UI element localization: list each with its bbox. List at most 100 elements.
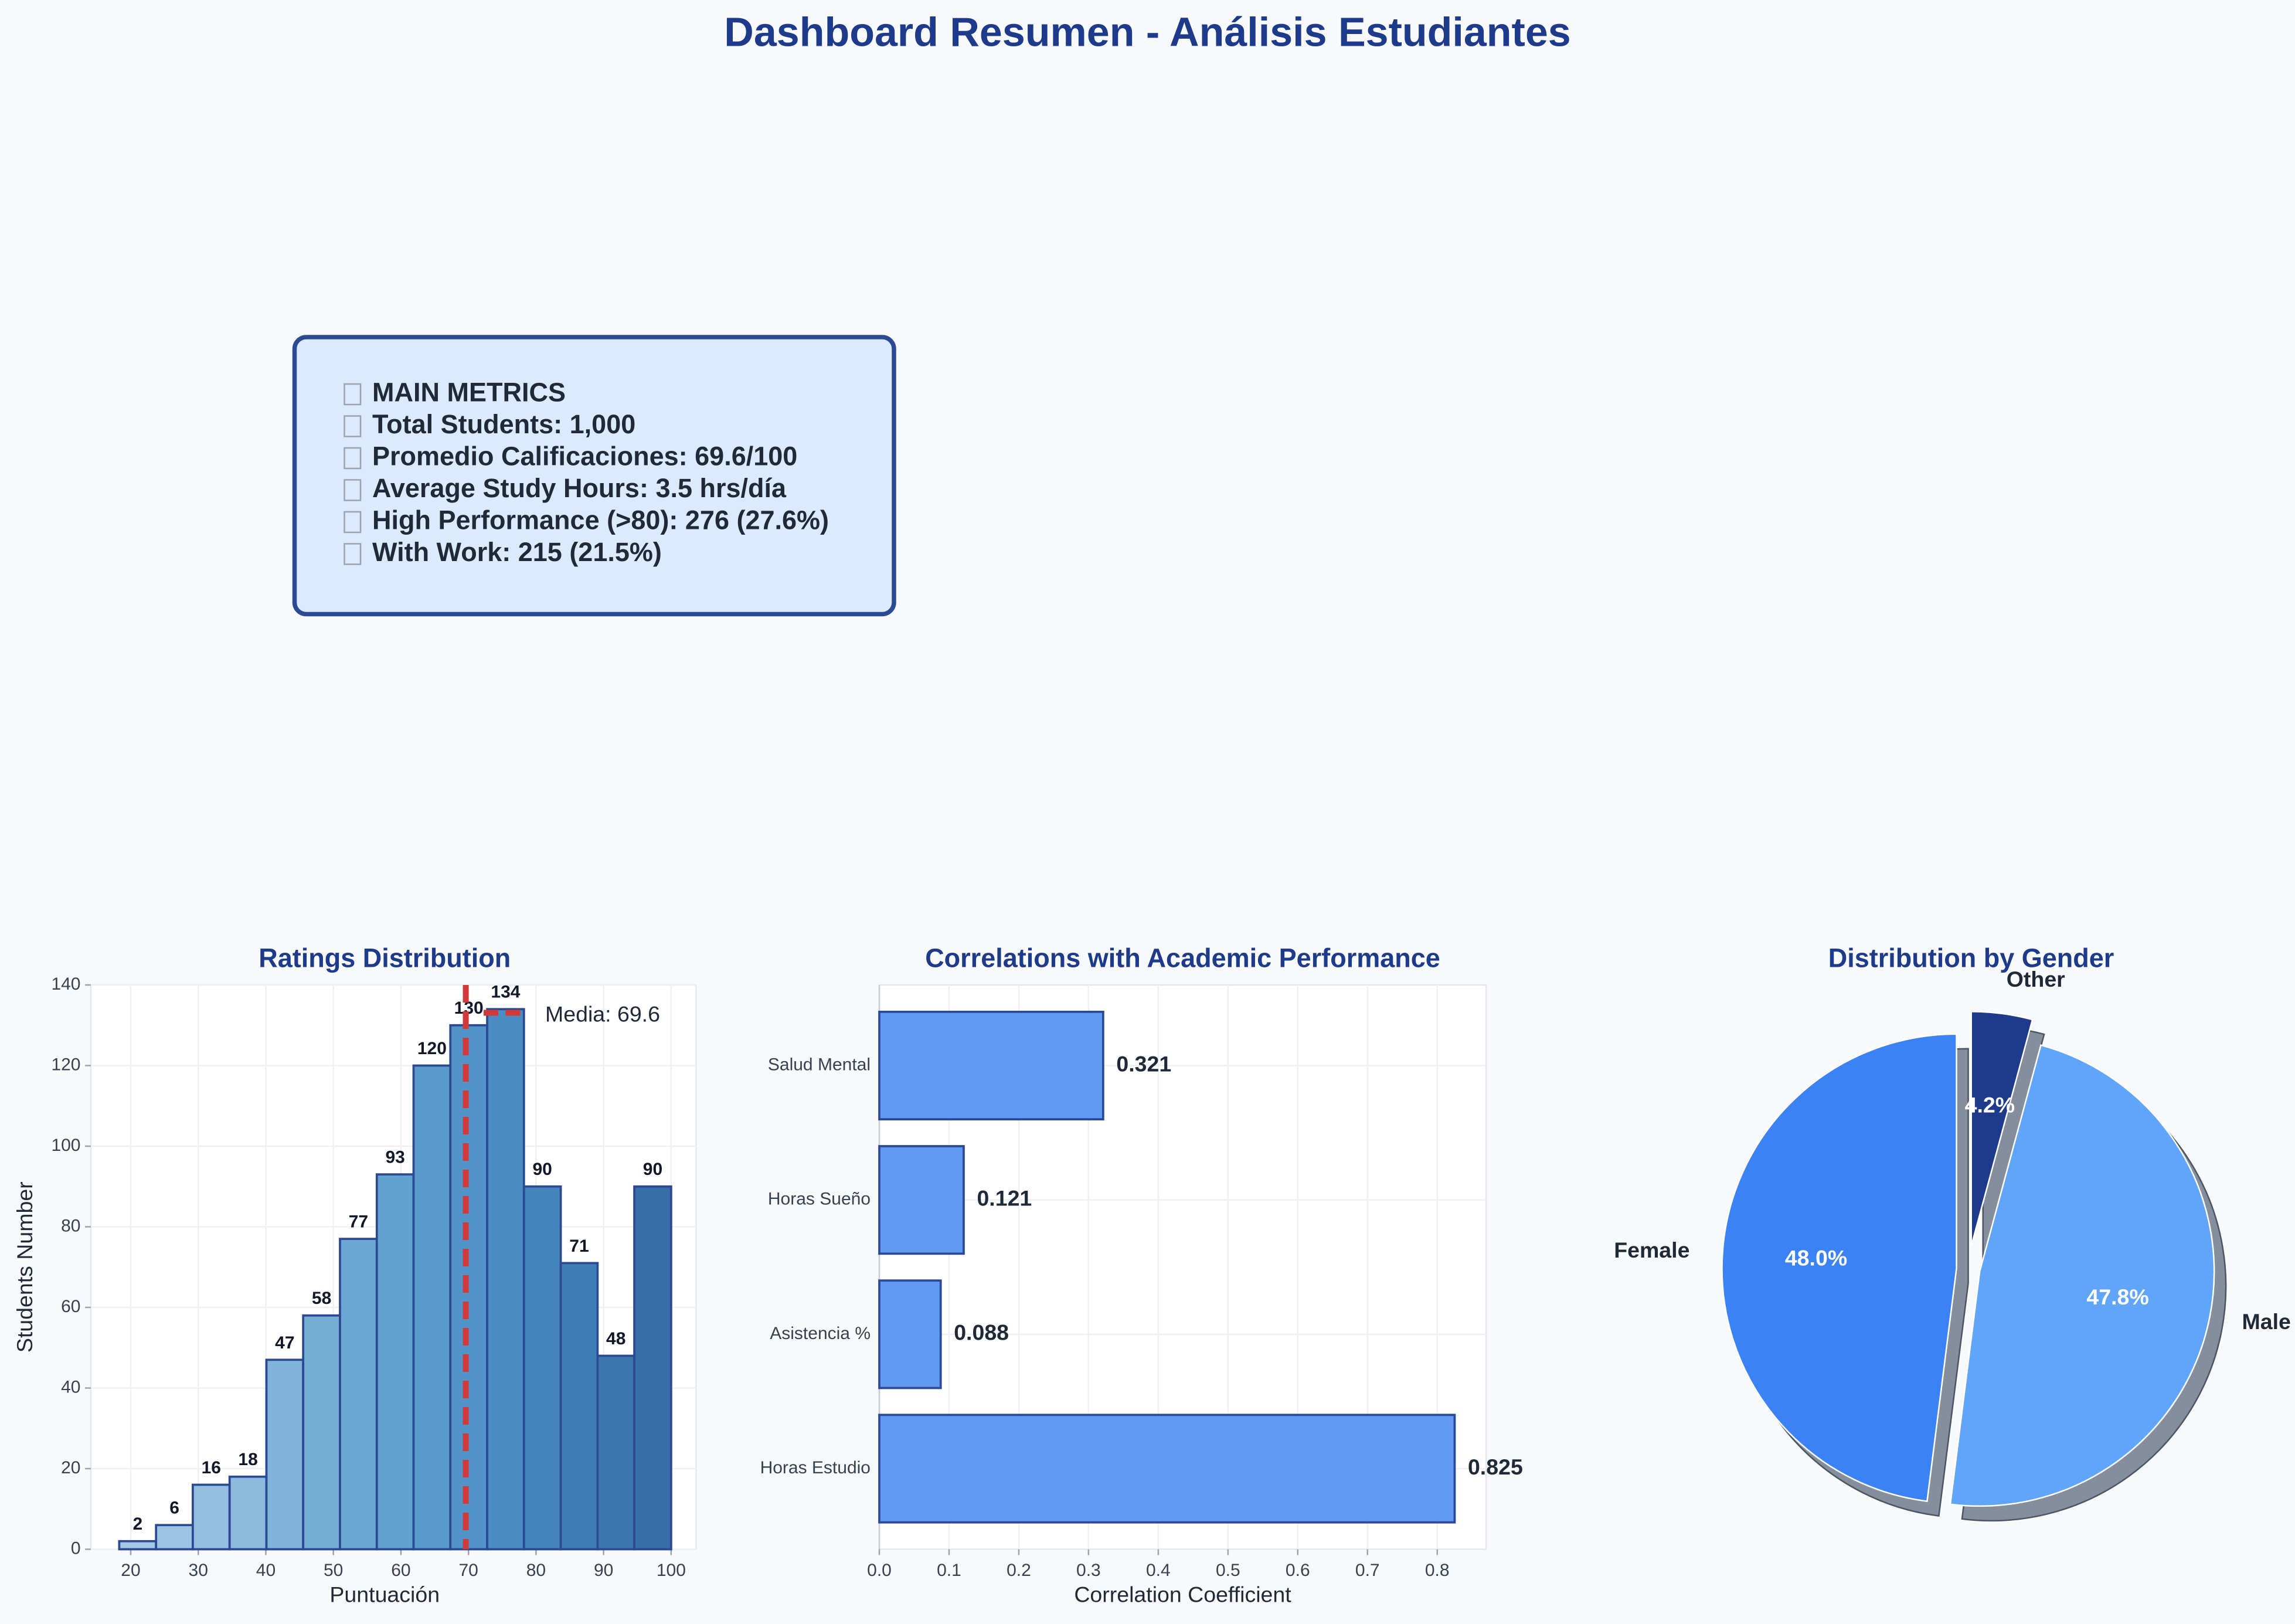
- value-label: 134: [491, 983, 520, 1002]
- x-axis-label: Correlation Coefficient: [1074, 1582, 1291, 1606]
- value-label: 2: [132, 1514, 142, 1534]
- value-label: 0.121: [977, 1186, 1032, 1211]
- metric-icon: [344, 447, 362, 470]
- y-tick-label: 20: [61, 1458, 80, 1477]
- chart-title: Ratings Distribution: [259, 943, 511, 973]
- bar: [878, 1010, 1104, 1121]
- x-tick-label: 0.4: [1146, 1561, 1171, 1580]
- slice-category-label: Male: [2242, 1309, 2290, 1334]
- value-label: 18: [238, 1450, 257, 1469]
- x-tick-label: 0.8: [1425, 1561, 1450, 1580]
- bar: [878, 1279, 942, 1389]
- x-tick-label: 90: [594, 1561, 613, 1580]
- y-axis-label: Students Number: [12, 1181, 37, 1353]
- histogram-bar: [192, 1483, 231, 1551]
- x-tick-label: 50: [324, 1561, 343, 1580]
- y-tick-label: 120: [51, 1055, 80, 1074]
- y-tick-label: 40: [61, 1377, 80, 1397]
- value-label: 0.321: [1116, 1051, 1171, 1076]
- metric-icon: [344, 543, 362, 565]
- y-tick-label: Asistencia %: [770, 1324, 871, 1343]
- x-tick-label: 80: [526, 1561, 546, 1580]
- value-label: 71: [569, 1236, 589, 1256]
- histogram-bar: [228, 1475, 268, 1551]
- y-tick-label: Horas Sueño: [768, 1190, 871, 1209]
- histogram-bar: [302, 1314, 341, 1551]
- metric-icon: [344, 383, 362, 406]
- chart-title: Correlations with Academic Performance: [925, 943, 1440, 973]
- slice-category-label: Other: [2007, 967, 2065, 991]
- x-tick-label: 0.6: [1286, 1561, 1310, 1580]
- legend-label: Media: 69.6: [545, 1001, 660, 1026]
- metric-line: High Performance (>80): 276 (27.6%): [372, 505, 829, 535]
- histogram-bar: [486, 1008, 525, 1551]
- histogram-bar: [265, 1358, 305, 1551]
- metrics-box: [292, 335, 896, 617]
- histogram-bar: [522, 1185, 562, 1551]
- value-label: 0.088: [954, 1320, 1009, 1345]
- y-tick-label: 0: [71, 1538, 81, 1558]
- pie-slice: [1949, 1044, 2215, 1507]
- metric-line: MAIN METRICS: [372, 377, 566, 407]
- pie-slice: [1970, 1011, 2034, 1246]
- x-axis-label: Puntuación: [329, 1582, 440, 1606]
- x-tick-label: 0.3: [1076, 1561, 1101, 1580]
- y-tick-label: 80: [61, 1216, 80, 1235]
- x-tick-label: 0.0: [867, 1561, 892, 1580]
- value-label: 6: [169, 1499, 179, 1518]
- value-label: 47: [275, 1333, 294, 1353]
- x-tick-label: 100: [657, 1561, 686, 1580]
- pie-slice: [1721, 1033, 1957, 1502]
- x-tick-label: 60: [391, 1561, 410, 1580]
- x-tick-label: 0.2: [1007, 1561, 1031, 1580]
- value-label: 93: [385, 1148, 404, 1167]
- value-label: 0.825: [1468, 1455, 1523, 1479]
- histogram-bar: [155, 1524, 194, 1551]
- bar: [878, 1145, 965, 1255]
- histogram-bar: [596, 1354, 635, 1551]
- y-tick-label: 140: [51, 974, 80, 994]
- metric-line: Average Study Hours: 3.5 hrs/día: [372, 473, 787, 503]
- value-label: 77: [349, 1212, 368, 1232]
- x-tick-label: 0.5: [1216, 1561, 1240, 1580]
- metric-icon: [344, 511, 362, 534]
- metric-line: With Work: 215 (21.5%): [372, 537, 662, 567]
- value-label: 16: [202, 1458, 221, 1477]
- x-tick-label: 40: [256, 1561, 276, 1580]
- value-label: 48: [606, 1329, 625, 1348]
- y-tick-label: Horas Estudio: [760, 1458, 871, 1477]
- x-tick-label: 0.1: [937, 1561, 961, 1580]
- histogram-bar: [118, 1540, 158, 1551]
- bar: [878, 1414, 1456, 1524]
- slice-value-label: 47.8%: [2086, 1285, 2148, 1309]
- slice-category-label: Female: [1614, 1238, 1689, 1262]
- metric-icon: [344, 415, 362, 437]
- slice-value-label: 4.2%: [1965, 1092, 2015, 1117]
- y-tick-label: Salud Mental: [768, 1055, 871, 1074]
- histogram-bar: [559, 1262, 599, 1551]
- dashboard-title: Dashboard Resumen - Análisis Estudiantes: [724, 9, 1570, 55]
- slice-value-label: 48.0%: [1785, 1246, 1847, 1270]
- value-label: 90: [532, 1160, 552, 1179]
- x-tick-label: 0.7: [1355, 1561, 1380, 1580]
- metric-icon: [344, 479, 362, 501]
- y-tick-label: 60: [61, 1297, 80, 1316]
- metric-line: Total Students: 1,000: [372, 409, 635, 439]
- y-tick-label: 100: [51, 1136, 80, 1155]
- value-label: 130: [454, 998, 484, 1018]
- histogram-bar: [375, 1173, 415, 1551]
- x-tick-label: 70: [458, 1561, 478, 1580]
- histogram-bar: [449, 1024, 488, 1551]
- chart-title: Distribution by Gender: [1828, 943, 2114, 973]
- histogram-bar: [412, 1064, 452, 1551]
- x-tick-label: 20: [121, 1561, 140, 1580]
- value-label: 58: [312, 1289, 331, 1308]
- value-label: 120: [417, 1039, 447, 1058]
- histogram-bar: [339, 1238, 378, 1551]
- histogram-bar: [633, 1185, 672, 1551]
- metric-line: Promedio Calificaciones: 69.6/100: [372, 441, 797, 471]
- value-label: 90: [643, 1160, 662, 1179]
- x-tick-label: 30: [189, 1561, 208, 1580]
